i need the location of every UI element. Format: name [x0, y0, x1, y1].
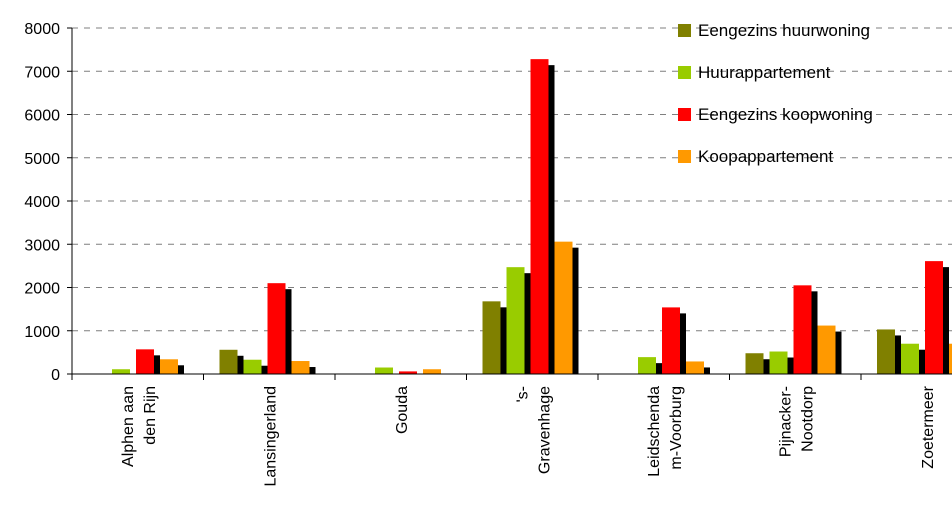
bar-shadow-0-5 [763, 359, 770, 374]
bar-shadow-1-6 [919, 349, 925, 374]
bar-1-2 [375, 367, 393, 374]
bar-0-1 [219, 349, 238, 374]
bar-1-0 [112, 369, 130, 374]
x-tick-labels: Alphen aan den Rijn Lansingerland Gouda 's- G… [120, 385, 937, 486]
bar-0-6 [877, 329, 895, 374]
bar-1-1 [243, 359, 262, 374]
y-tick-label-3000: 3000 [24, 237, 60, 254]
legend: Eengezins huurwoning Huurappartement Eenge… [678, 21, 873, 166]
bar-shadow-2-3 [548, 65, 555, 374]
bar-0-5 [745, 353, 764, 374]
x-tick-label-0-0: Alphen aan [120, 386, 137, 467]
y-tick-label-4000: 4000 [24, 194, 60, 211]
bar-shadow-1-4 [656, 363, 662, 374]
x-tick-label-5-0: Pijnacker- [777, 386, 794, 457]
bar-2-1 [267, 283, 286, 374]
y-tick-label-1000: 1000 [24, 324, 60, 341]
x-tick-label-6-0: Zoetermeer [920, 385, 937, 468]
y-tick-label-6000: 6000 [24, 108, 60, 125]
legend-swatch-1 [678, 66, 691, 79]
bar-shadows [154, 65, 949, 374]
bars [112, 59, 952, 374]
bar-shadow-0-1 [237, 355, 244, 374]
legend-swatch-2 [678, 108, 691, 121]
bar-2-6 [925, 261, 943, 374]
y-tick-label-7000: 7000 [24, 64, 60, 81]
y-tick-label-0: 0 [51, 367, 60, 384]
x-tick-label-4-0: Leidschenda [646, 386, 663, 477]
legend-swatch-3 [678, 150, 691, 163]
bar-3-0 [160, 359, 178, 374]
bar-shadow-2-0 [154, 355, 160, 374]
y-tick-label-5000: 5000 [24, 151, 60, 168]
bar-2-2 [399, 371, 417, 374]
bar-3-2 [423, 369, 441, 374]
x-tick-label-5-1: Nootdorp [799, 386, 816, 452]
bar-shadow-1-3 [524, 273, 531, 374]
x-tick-label-1-0: Lansingerland [262, 386, 279, 487]
y-tick-label-2000: 2000 [24, 281, 60, 298]
bar-shadow-1-5 [787, 357, 794, 374]
legend-label-0: Eengezins huurwoning [698, 21, 870, 40]
y-tick-labels: 0 1000 2000 3000 4000 5000 6000 7000 8000 [24, 21, 60, 384]
bar-shadow-2-5 [811, 291, 818, 374]
legend-swatch-0 [678, 24, 691, 37]
bar-2-5 [793, 285, 812, 374]
bar-2-0 [136, 349, 154, 374]
bar-shadow-1-1 [261, 365, 268, 374]
x-tick-label-3-0: 's- [514, 386, 531, 402]
axes [67, 27, 952, 380]
bar-3-4 [686, 361, 704, 374]
y-tick-label-8000: 8000 [24, 21, 60, 38]
bar-shadow-0-6 [895, 335, 901, 374]
bar-3-1 [291, 361, 310, 374]
x-tick-label-3-1: Gravenhage [536, 386, 553, 474]
bar-shadow-0-3 [500, 307, 507, 374]
bar-shadow-3-4 [704, 367, 710, 374]
bar-1-6 [901, 343, 919, 374]
bar-shadow-2-1 [285, 289, 292, 374]
bar-3-3 [554, 241, 573, 374]
legend-label-3: Koopappartement [698, 147, 833, 166]
bar-2-3 [530, 59, 549, 374]
bar-shadow-2-6 [943, 267, 949, 374]
x-tick-label-0-1: den Rijn [142, 386, 159, 445]
legend-label-2: Eengezins koopwoning [698, 105, 873, 124]
bar-shadow-3-1 [309, 367, 316, 374]
bar-1-3 [506, 267, 525, 374]
bar-0-3 [482, 301, 501, 374]
bar-shadow-3-0 [178, 365, 184, 374]
bar-3-6 [949, 343, 952, 374]
x-tick-label-4-1: m-Voorburg [668, 386, 685, 470]
bar-shadow-3-3 [572, 247, 579, 374]
bar-2-4 [662, 307, 680, 374]
bar-1-5 [769, 351, 788, 374]
bar-1-4 [638, 357, 656, 374]
x-tick-label-2-0: Gouda [394, 386, 411, 434]
legend-label-1: Huurappartement [698, 63, 831, 82]
bar-3-5 [817, 325, 836, 374]
bar-shadow-3-5 [835, 331, 842, 374]
bar-shadow-2-4 [680, 313, 686, 374]
